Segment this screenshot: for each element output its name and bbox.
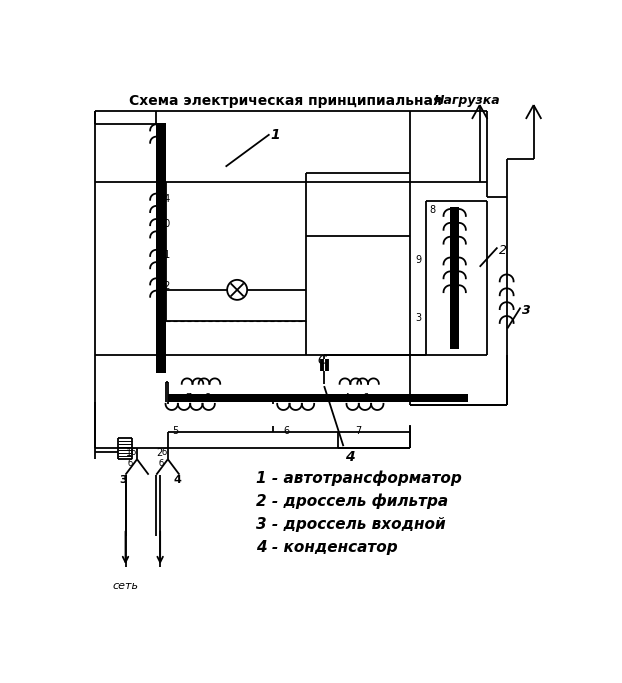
Text: C: C bbox=[317, 354, 326, 367]
Text: 7: 7 bbox=[355, 426, 361, 436]
Text: 9: 9 bbox=[415, 255, 421, 265]
Bar bbox=[450, 207, 459, 349]
Text: 1: 1 bbox=[126, 448, 132, 458]
Text: 14: 14 bbox=[159, 193, 171, 204]
Text: 6: 6 bbox=[284, 426, 289, 436]
Text: 8: 8 bbox=[429, 205, 435, 215]
Text: 11: 11 bbox=[159, 250, 171, 260]
Text: Нагрузка: Нагрузка bbox=[434, 94, 500, 107]
Text: Схема электрическая принципиальная: Схема электрическая принципиальная bbox=[129, 94, 442, 109]
Text: 2: 2 bbox=[156, 448, 162, 458]
Text: 8: 8 bbox=[204, 393, 210, 403]
Text: 1 - автотрансформатор: 1 - автотрансформатор bbox=[256, 471, 462, 486]
Text: 2: 2 bbox=[499, 244, 507, 257]
Text: б: б bbox=[162, 448, 167, 457]
Text: 3: 3 bbox=[522, 304, 531, 317]
Text: б: б bbox=[130, 448, 136, 457]
Bar bbox=[168, 394, 468, 402]
Text: 3: 3 bbox=[415, 313, 421, 323]
Bar bbox=[156, 123, 166, 373]
Text: 4 - конденсатор: 4 - конденсатор bbox=[256, 540, 398, 555]
Text: 10: 10 bbox=[159, 219, 171, 229]
Text: 1: 1 bbox=[271, 128, 280, 142]
Text: 3: 3 bbox=[119, 475, 127, 485]
Text: 4: 4 bbox=[343, 393, 350, 403]
Text: 6: 6 bbox=[363, 393, 369, 403]
Text: 7: 7 bbox=[185, 393, 192, 403]
Text: сеть: сеть bbox=[113, 581, 139, 591]
Text: 2 - дроссель фильтра: 2 - дроссель фильтра bbox=[256, 494, 448, 510]
Text: 3 - дроссель входной: 3 - дроссель входной bbox=[256, 517, 446, 532]
Text: 5: 5 bbox=[172, 426, 178, 436]
Text: 4: 4 bbox=[174, 475, 181, 485]
Text: б: б bbox=[127, 459, 132, 469]
Text: 12: 12 bbox=[159, 281, 171, 291]
Text: 4: 4 bbox=[345, 450, 355, 464]
Text: б: б bbox=[159, 459, 164, 469]
